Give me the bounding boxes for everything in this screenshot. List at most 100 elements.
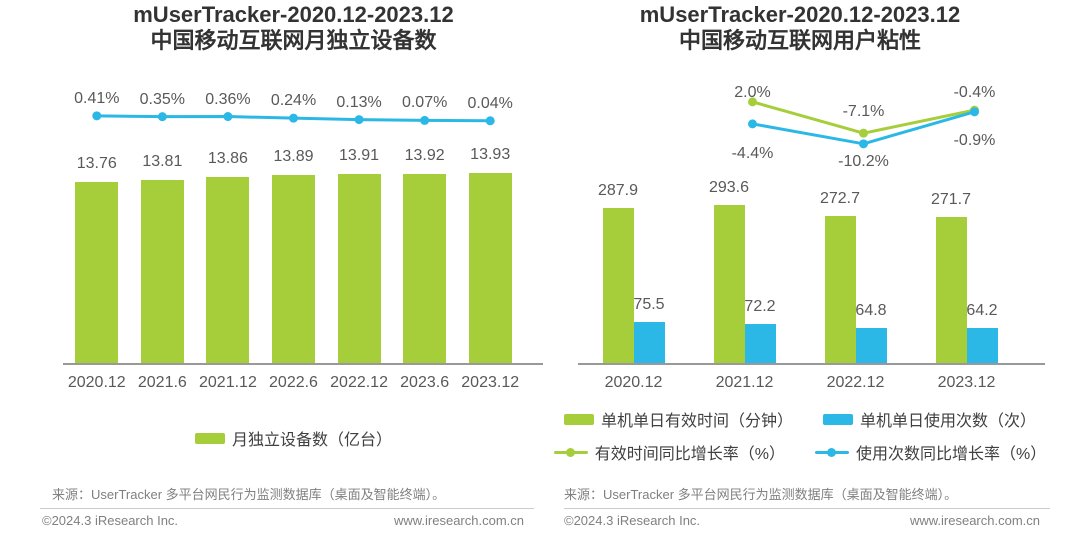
bar-green bbox=[75, 182, 119, 363]
x-axis-label: 2021.12 bbox=[199, 374, 257, 391]
legend-label: 单机单日使用次数（次） bbox=[860, 413, 1037, 430]
legend-bar-swatch bbox=[823, 413, 853, 425]
bar-green bbox=[272, 175, 315, 363]
x-axis-label: 2023.6 bbox=[400, 374, 450, 391]
bar-green bbox=[468, 173, 512, 363]
bar-value-label: 13.86 bbox=[207, 149, 248, 167]
x-axis-label: 2021.12 bbox=[715, 374, 774, 391]
chart-title: mUserTracker-2020.12-2023.12 中国移动互联网月独立设… bbox=[64, 2, 523, 54]
x-axis-label: 2022.12 bbox=[330, 374, 388, 391]
line-point-blue bbox=[289, 113, 298, 123]
bar-value-label: 72.2 bbox=[744, 298, 776, 316]
bar-value-label: 64.2 bbox=[966, 302, 998, 320]
chart-user-stickiness: mUserTracker-2020.12-2023.12 中国移动互联网用户粘性… bbox=[540, 0, 1080, 535]
bar-value-label: 272.7 bbox=[819, 190, 861, 208]
line-value-label: 0.04% bbox=[467, 94, 513, 112]
bar-green bbox=[337, 174, 381, 363]
x-axis-label: 2020.12 bbox=[67, 374, 126, 391]
bar-green bbox=[140, 179, 184, 363]
footer-divider bbox=[40, 508, 534, 509]
legend-label: 使用次数同比增长率（%） bbox=[856, 446, 1047, 463]
bar-value-label: 271.7 bbox=[930, 190, 972, 208]
bar-value-label: 75.5 bbox=[633, 296, 665, 314]
line-point-blue bbox=[748, 119, 757, 129]
line-value-label: 0.41% bbox=[74, 89, 120, 107]
line-point-blue bbox=[859, 139, 868, 149]
line-point-green bbox=[859, 128, 868, 138]
copyright-text: ©2024.3 iResearch Inc. bbox=[564, 513, 701, 528]
footer-bar: ©2024.3 iResearch Inc. www.iresearch.com… bbox=[564, 513, 1040, 528]
source-note: 来源：UserTracker 多平台网民行为监测数据库（桌面及智能终端）。 bbox=[52, 487, 446, 502]
bar-green bbox=[713, 205, 745, 363]
line-value-label: 2.0% bbox=[734, 83, 771, 101]
legend-item: 有效时间同比增长率（%） bbox=[553, 440, 785, 464]
line-point-green bbox=[970, 105, 979, 115]
chart-monthly-devices: mUserTracker-2020.12-2023.12 中国移动互联网月独立设… bbox=[40, 2, 543, 528]
source-note: 来源：UserTracker 多平台网民行为监测数据库（桌面及智能终端）。 bbox=[564, 487, 958, 502]
legend-item: 使用次数同比增长率（%） bbox=[815, 440, 1046, 464]
bar-value-label: 13.92 bbox=[404, 146, 445, 164]
line-value-label: 0.36% bbox=[205, 90, 251, 108]
footer-bar: ©2024.3 iResearch Inc. www.iresearch.com… bbox=[42, 513, 524, 528]
line-point-blue bbox=[223, 112, 233, 122]
legend-line-swatch bbox=[815, 447, 849, 457]
bar-value-label: 13.81 bbox=[142, 152, 183, 170]
bar-blue bbox=[855, 328, 887, 363]
legend-label: 单机单日有效时间（分钟） bbox=[600, 413, 793, 430]
bar-value-label: 287.9 bbox=[597, 182, 639, 200]
bar-blue bbox=[744, 324, 776, 363]
bar-blue bbox=[966, 328, 998, 363]
legend-dot bbox=[565, 447, 575, 457]
copyright-text: ©2024.3 iResearch Inc. bbox=[42, 513, 179, 528]
growth-line-blue bbox=[95, 114, 492, 123]
chart-title-line2: 中国移动互联网用户粘性 bbox=[678, 28, 921, 53]
bar-value-label: 13.93 bbox=[470, 146, 511, 164]
legend-item: 单机单日使用次数（次） bbox=[823, 407, 1036, 431]
x-axis-label: 2021.6 bbox=[137, 374, 187, 391]
bar-green bbox=[206, 176, 250, 363]
chart-title-line2: 中国移动互联网月独立设备数 bbox=[150, 28, 437, 53]
legend-bar-swatch bbox=[194, 432, 225, 444]
x-axis-label: 2023.12 bbox=[461, 374, 520, 391]
legend-label: 有效时间同比增长率（%） bbox=[594, 446, 785, 463]
line-point-blue bbox=[157, 112, 167, 122]
legend-item: 单机单日有效时间（分钟） bbox=[563, 407, 793, 431]
line-point-blue bbox=[420, 115, 430, 125]
line-value-label: 0.24% bbox=[270, 92, 317, 110]
line-value-label: 0.07% bbox=[401, 94, 448, 112]
bar-value-label: 64.8 bbox=[855, 302, 887, 320]
legend-row: 有效时间同比增长率（%） 使用次数同比增长率（%） bbox=[553, 440, 1046, 464]
line-point-blue bbox=[92, 111, 102, 121]
chart-title: mUserTracker-2020.12-2023.12 中国移动互联网用户粘性 bbox=[578, 2, 1022, 54]
footer-divider bbox=[564, 508, 1050, 509]
line-value-label: -0.4% bbox=[953, 84, 996, 102]
x-axis-line bbox=[63, 363, 543, 365]
footer-url[interactable]: www.iresearch.com.cn bbox=[393, 513, 524, 528]
line-value-label: 0.13% bbox=[336, 93, 382, 111]
line-value-label: -0.9% bbox=[953, 131, 996, 149]
legend-label: 月独立设备数（亿台） bbox=[231, 432, 392, 449]
footer-url[interactable]: www.iresearch.com.cn bbox=[909, 513, 1040, 528]
line-value-label: -10.2% bbox=[838, 152, 889, 170]
chart-title-line1: mUserTracker-2020.12-2023.12 bbox=[133, 2, 454, 27]
x-axis-line bbox=[578, 363, 1045, 365]
bar-green bbox=[602, 208, 634, 363]
line-value-label: -4.4% bbox=[731, 144, 774, 162]
line-point-blue bbox=[970, 107, 979, 117]
bar-blue bbox=[633, 322, 665, 363]
legend-row: 单机单日有效时间（分钟） 单机单日使用次数（次） bbox=[563, 407, 1036, 431]
x-axis-label: 2022.12 bbox=[826, 374, 885, 391]
x-axis-label: 2020.12 bbox=[604, 374, 663, 391]
legend-row: 月独立设备数（亿台） bbox=[64, 426, 523, 450]
x-axis-label: 2022.6 bbox=[269, 374, 318, 391]
bar-value-label: 13.91 bbox=[339, 147, 380, 165]
legend-bar-swatch bbox=[563, 413, 594, 425]
bar-green bbox=[403, 173, 447, 363]
bar-value-label: 13.89 bbox=[273, 148, 314, 166]
bar-value-label: 293.6 bbox=[708, 179, 750, 197]
bar-value-label: 13.76 bbox=[76, 155, 117, 173]
legend-dot bbox=[827, 447, 836, 457]
line-value-label: 0.35% bbox=[139, 90, 186, 108]
chart-title-line1: mUserTracker-2020.12-2023.12 bbox=[639, 2, 961, 27]
